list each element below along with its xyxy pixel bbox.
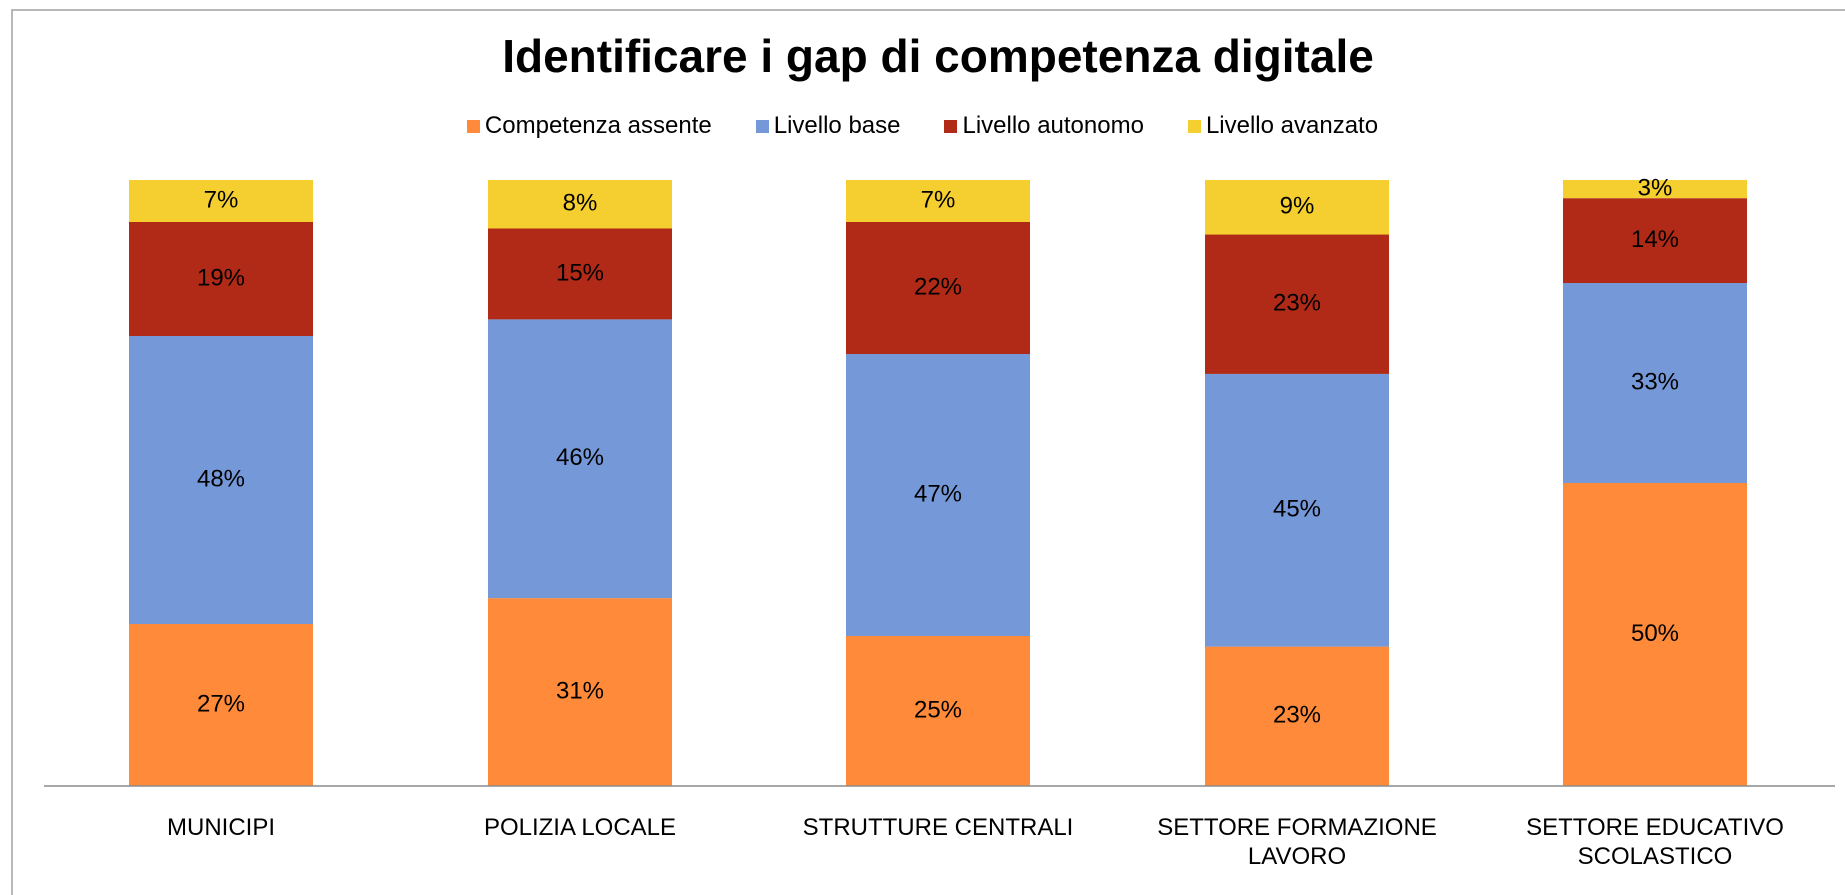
- x-tick-label: POLIZIA LOCALE: [483, 814, 677, 841]
- legend-label: Livello autonomo: [962, 112, 1144, 139]
- data-label: 45%: [1273, 496, 1321, 523]
- bar-segment: [488, 180, 672, 229]
- data-label: 3%: [1638, 174, 1673, 201]
- bar-segment: [129, 624, 313, 786]
- legend-swatch: [1187, 119, 1201, 133]
- legend: Competenza assente Livello base Livello au…: [0, 112, 1845, 140]
- bar-segment: [1563, 180, 1747, 199]
- bar-segment: [846, 636, 1030, 786]
- bar-segment: [1205, 234, 1389, 374]
- data-label: 22%: [914, 273, 962, 300]
- bar-segment: [129, 180, 313, 222]
- data-label: 46%: [556, 444, 604, 471]
- bar-segment: [129, 222, 313, 336]
- chart-title: Identificare i gap di competenza digital…: [502, 30, 1374, 82]
- bar-segment: [1563, 198, 1747, 284]
- x-tick-label: STRUTTURE CENTRALI: [802, 814, 1074, 841]
- legend-label: Livello base: [773, 112, 901, 139]
- data-label: 9%: [1280, 193, 1315, 220]
- data-label: 15%: [556, 259, 604, 286]
- data-label: 25%: [914, 696, 962, 723]
- bar-segment: [1563, 483, 1747, 786]
- bar-segment: [129, 336, 313, 624]
- bar-segment: [846, 354, 1030, 636]
- data-label: 19%: [197, 264, 245, 291]
- legend-swatch: [944, 119, 958, 133]
- data-label: 8%: [563, 190, 598, 217]
- data-label: 50%: [1631, 620, 1679, 647]
- legend-item: Livello autonomo: [944, 112, 1144, 140]
- bar-segment: [1205, 180, 1389, 235]
- bar-segment: [846, 222, 1030, 354]
- legend-label: Competenza assente: [484, 112, 712, 139]
- legend-swatch: [755, 119, 769, 133]
- data-label: 23%: [1273, 702, 1321, 729]
- legend-item: Livello base: [755, 112, 901, 140]
- x-tick-label: SETTORE EDUCATIVO SCOLASTICO: [1526, 814, 1784, 870]
- chart-frame: [11, 9, 1845, 895]
- data-label: 14%: [1631, 226, 1679, 253]
- data-label: 23%: [1273, 290, 1321, 317]
- bar-segment: [1563, 283, 1747, 483]
- bar-segment: [488, 598, 672, 786]
- legend-item: Livello avanzato: [1187, 112, 1379, 140]
- legend-label: Livello avanzato: [1205, 112, 1379, 139]
- bar-segment: [1205, 646, 1389, 786]
- data-label: 47%: [914, 480, 962, 507]
- bar-segment: [488, 228, 672, 320]
- x-tick-label: MUNICIPI: [167, 814, 275, 841]
- legend-swatch: [466, 119, 480, 133]
- data-label: 33%: [1631, 368, 1679, 395]
- bar-segment: [1205, 373, 1389, 647]
- data-label: 27%: [197, 690, 245, 717]
- data-label: 7%: [204, 186, 239, 213]
- bar-segment: [488, 319, 672, 599]
- data-label: 7%: [921, 186, 956, 213]
- data-label: 48%: [197, 465, 245, 492]
- data-label: 31%: [556, 677, 604, 704]
- bar-segment: [846, 180, 1030, 222]
- legend-item: Competenza assente: [466, 112, 712, 140]
- x-tick-label: SETTORE FORMAZIONE LAVORO: [1157, 814, 1437, 870]
